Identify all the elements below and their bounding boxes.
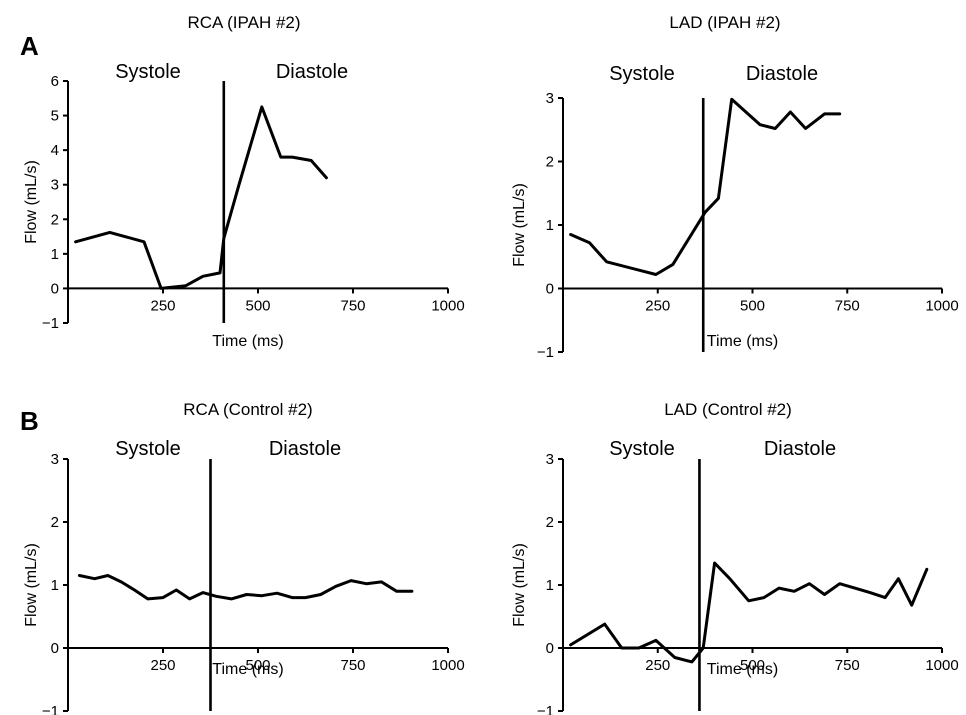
x-axis-label: Time (ms) (212, 661, 283, 678)
chart-title: RCA (Control #2) (183, 400, 312, 419)
chart-title: LAD (IPAH #2) (669, 13, 780, 32)
x-tick-label: 1000 (925, 298, 958, 315)
x-tick-label: 1000 (925, 657, 958, 674)
y-tick-label: 1 (51, 577, 59, 594)
y-tick-label: 1 (51, 246, 59, 263)
chart-4: LAD (Control #2) Systole Diastole −1 0 1 2 3 250… (511, 400, 959, 715)
y-tick-label: 3 (51, 451, 59, 468)
panel-letter-b: B (20, 406, 39, 436)
x-tick-label: 750 (835, 298, 860, 315)
y-tick-label: 5 (51, 108, 59, 125)
systole-label: Systole (609, 63, 675, 85)
x-tick-label: 1000 (431, 657, 464, 674)
y-tick-label: −1 (537, 703, 554, 715)
y-tick-label: 3 (546, 451, 554, 468)
diastole-label: Diastole (276, 61, 348, 83)
y-tick-label: −1 (42, 703, 59, 715)
x-tick-label: 500 (245, 297, 270, 314)
chart-2: LAD (IPAH #2) Systole Diastole −1 0 1 2 3 250 500… (511, 13, 959, 361)
x-tick-label: 250 (150, 297, 175, 314)
x-tick-label: 750 (340, 657, 365, 674)
y-axis-label: Flow (mL/s) (511, 543, 528, 627)
y-tick-label: 0 (546, 281, 554, 298)
y-tick-label: 2 (546, 154, 554, 171)
x-tick-label: 250 (645, 657, 670, 674)
chart-title: RCA (IPAH #2) (187, 13, 300, 32)
y-tick-label: 4 (51, 142, 59, 159)
y-axis-label: Flow (mL/s) (23, 543, 40, 627)
chart-3: RCA (Control #2)Systole Diastole −1 0 1 2 3 250… (23, 400, 465, 715)
y-tick-label: 3 (546, 90, 554, 107)
systole-label: Systole (115, 438, 181, 460)
y-tick-label: 2 (546, 514, 554, 531)
systole-label: Systole (609, 438, 675, 460)
y-tick-label: 0 (51, 640, 59, 657)
y-tick-label: 0 (546, 640, 554, 657)
x-axis-label: Time (ms) (707, 333, 778, 350)
x-tick-label: 1000 (431, 297, 464, 314)
y-tick-label: 6 (51, 73, 59, 90)
y-tick-label: 2 (51, 514, 59, 531)
flow-series-line (76, 107, 327, 289)
diastole-label: Diastole (746, 63, 818, 85)
y-tick-label: 3 (51, 177, 59, 194)
x-tick-label: 250 (645, 298, 670, 315)
flow-series-line (79, 576, 412, 599)
y-tick-label: 2 (51, 211, 59, 228)
x-axis-label: Time (ms) (212, 333, 283, 350)
diastole-label: Diastole (764, 438, 836, 460)
y-tick-label: 0 (51, 280, 59, 297)
panel-letter-a: A (20, 31, 39, 61)
y-tick-label: 1 (546, 217, 554, 234)
x-tick-label: 750 (835, 657, 860, 674)
chart-title: LAD (Control #2) (664, 400, 792, 419)
x-tick-label: 750 (340, 297, 365, 314)
x-axis-label: Time (ms) (707, 661, 778, 678)
y-axis-label: Flow (mL/s) (511, 183, 528, 267)
systole-label: Systole (115, 61, 181, 83)
charts: RCA (IPAH #2)Systole Diastole−10123456250… (23, 13, 959, 715)
x-tick-label: 500 (740, 298, 765, 315)
flow-series-line (571, 99, 840, 274)
diastole-label: Diastole (269, 438, 341, 460)
y-tick-label: 1 (546, 577, 554, 594)
y-tick-label: −1 (537, 344, 554, 361)
y-tick-label: −1 (42, 315, 59, 332)
x-tick-label: 250 (150, 657, 175, 674)
chart-1: RCA (IPAH #2) Systole Diastole −1 0 1 2 3 4 5 6 250… (23, 13, 465, 350)
y-axis-label: Flow (mL/s) (23, 160, 40, 244)
